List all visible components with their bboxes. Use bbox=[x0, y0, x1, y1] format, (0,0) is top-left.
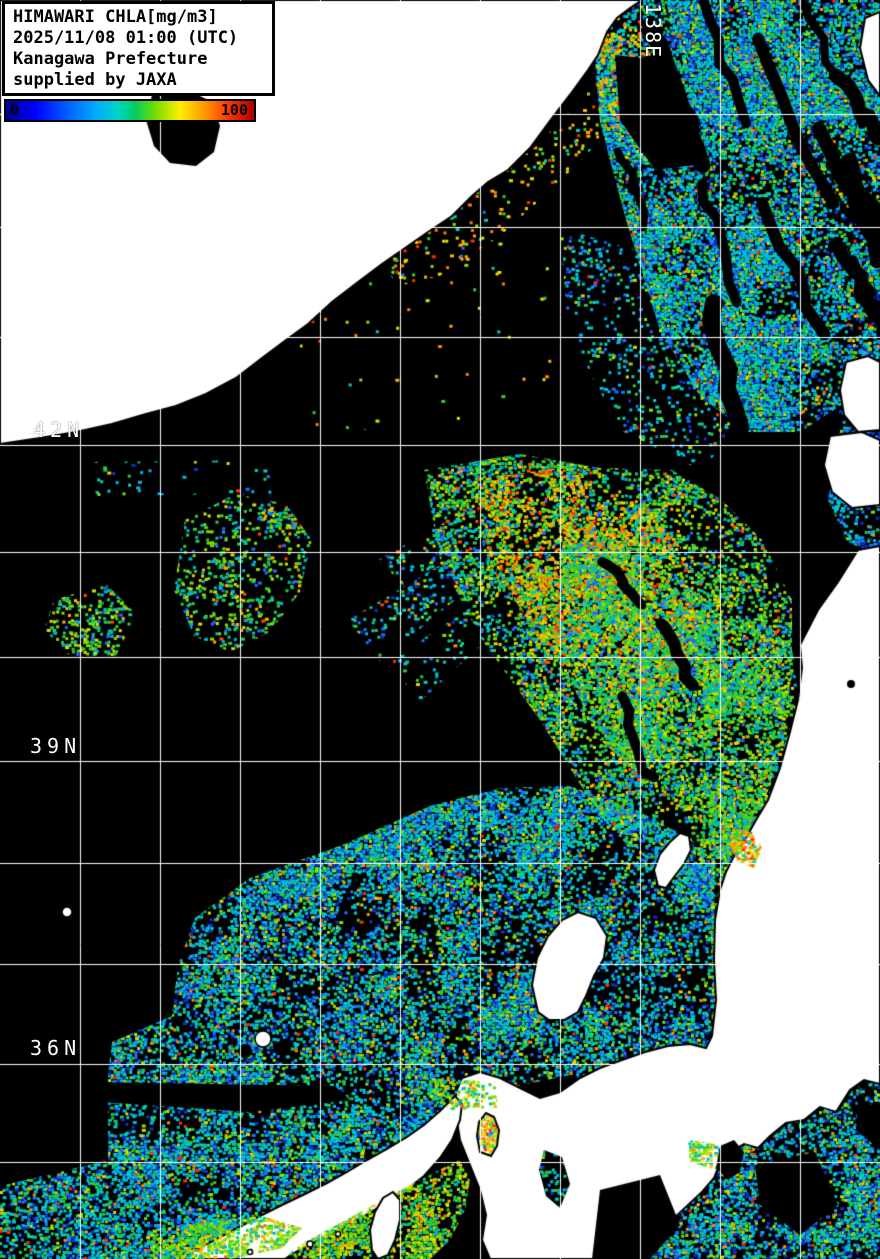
chla-colorbar: 0 100 bbox=[4, 99, 256, 122]
colorbar-max-label: 100 bbox=[220, 101, 248, 119]
title-product-line: HIMAWARI CHLA[mg/m3] bbox=[13, 7, 218, 27]
title-prefecture-line: Kanagawa Prefecture bbox=[13, 49, 208, 69]
colorbar-min-label: 0 bbox=[10, 101, 20, 119]
longitude-label-138e: 138E bbox=[641, 3, 665, 60]
title-datetime-line: 2025/11/08 01:00 (UTC) bbox=[13, 28, 239, 48]
title-box: HIMAWARI CHLA[mg/m3] 2025/11/08 01:00 (U… bbox=[2, 1, 275, 96]
latitude-label-36n: 36N bbox=[30, 1036, 82, 1060]
title-credit-line: supplied by JAXA bbox=[13, 70, 177, 90]
latitude-label-39n: 39N bbox=[30, 734, 82, 758]
latitude-label-42n: 42N bbox=[33, 418, 85, 442]
